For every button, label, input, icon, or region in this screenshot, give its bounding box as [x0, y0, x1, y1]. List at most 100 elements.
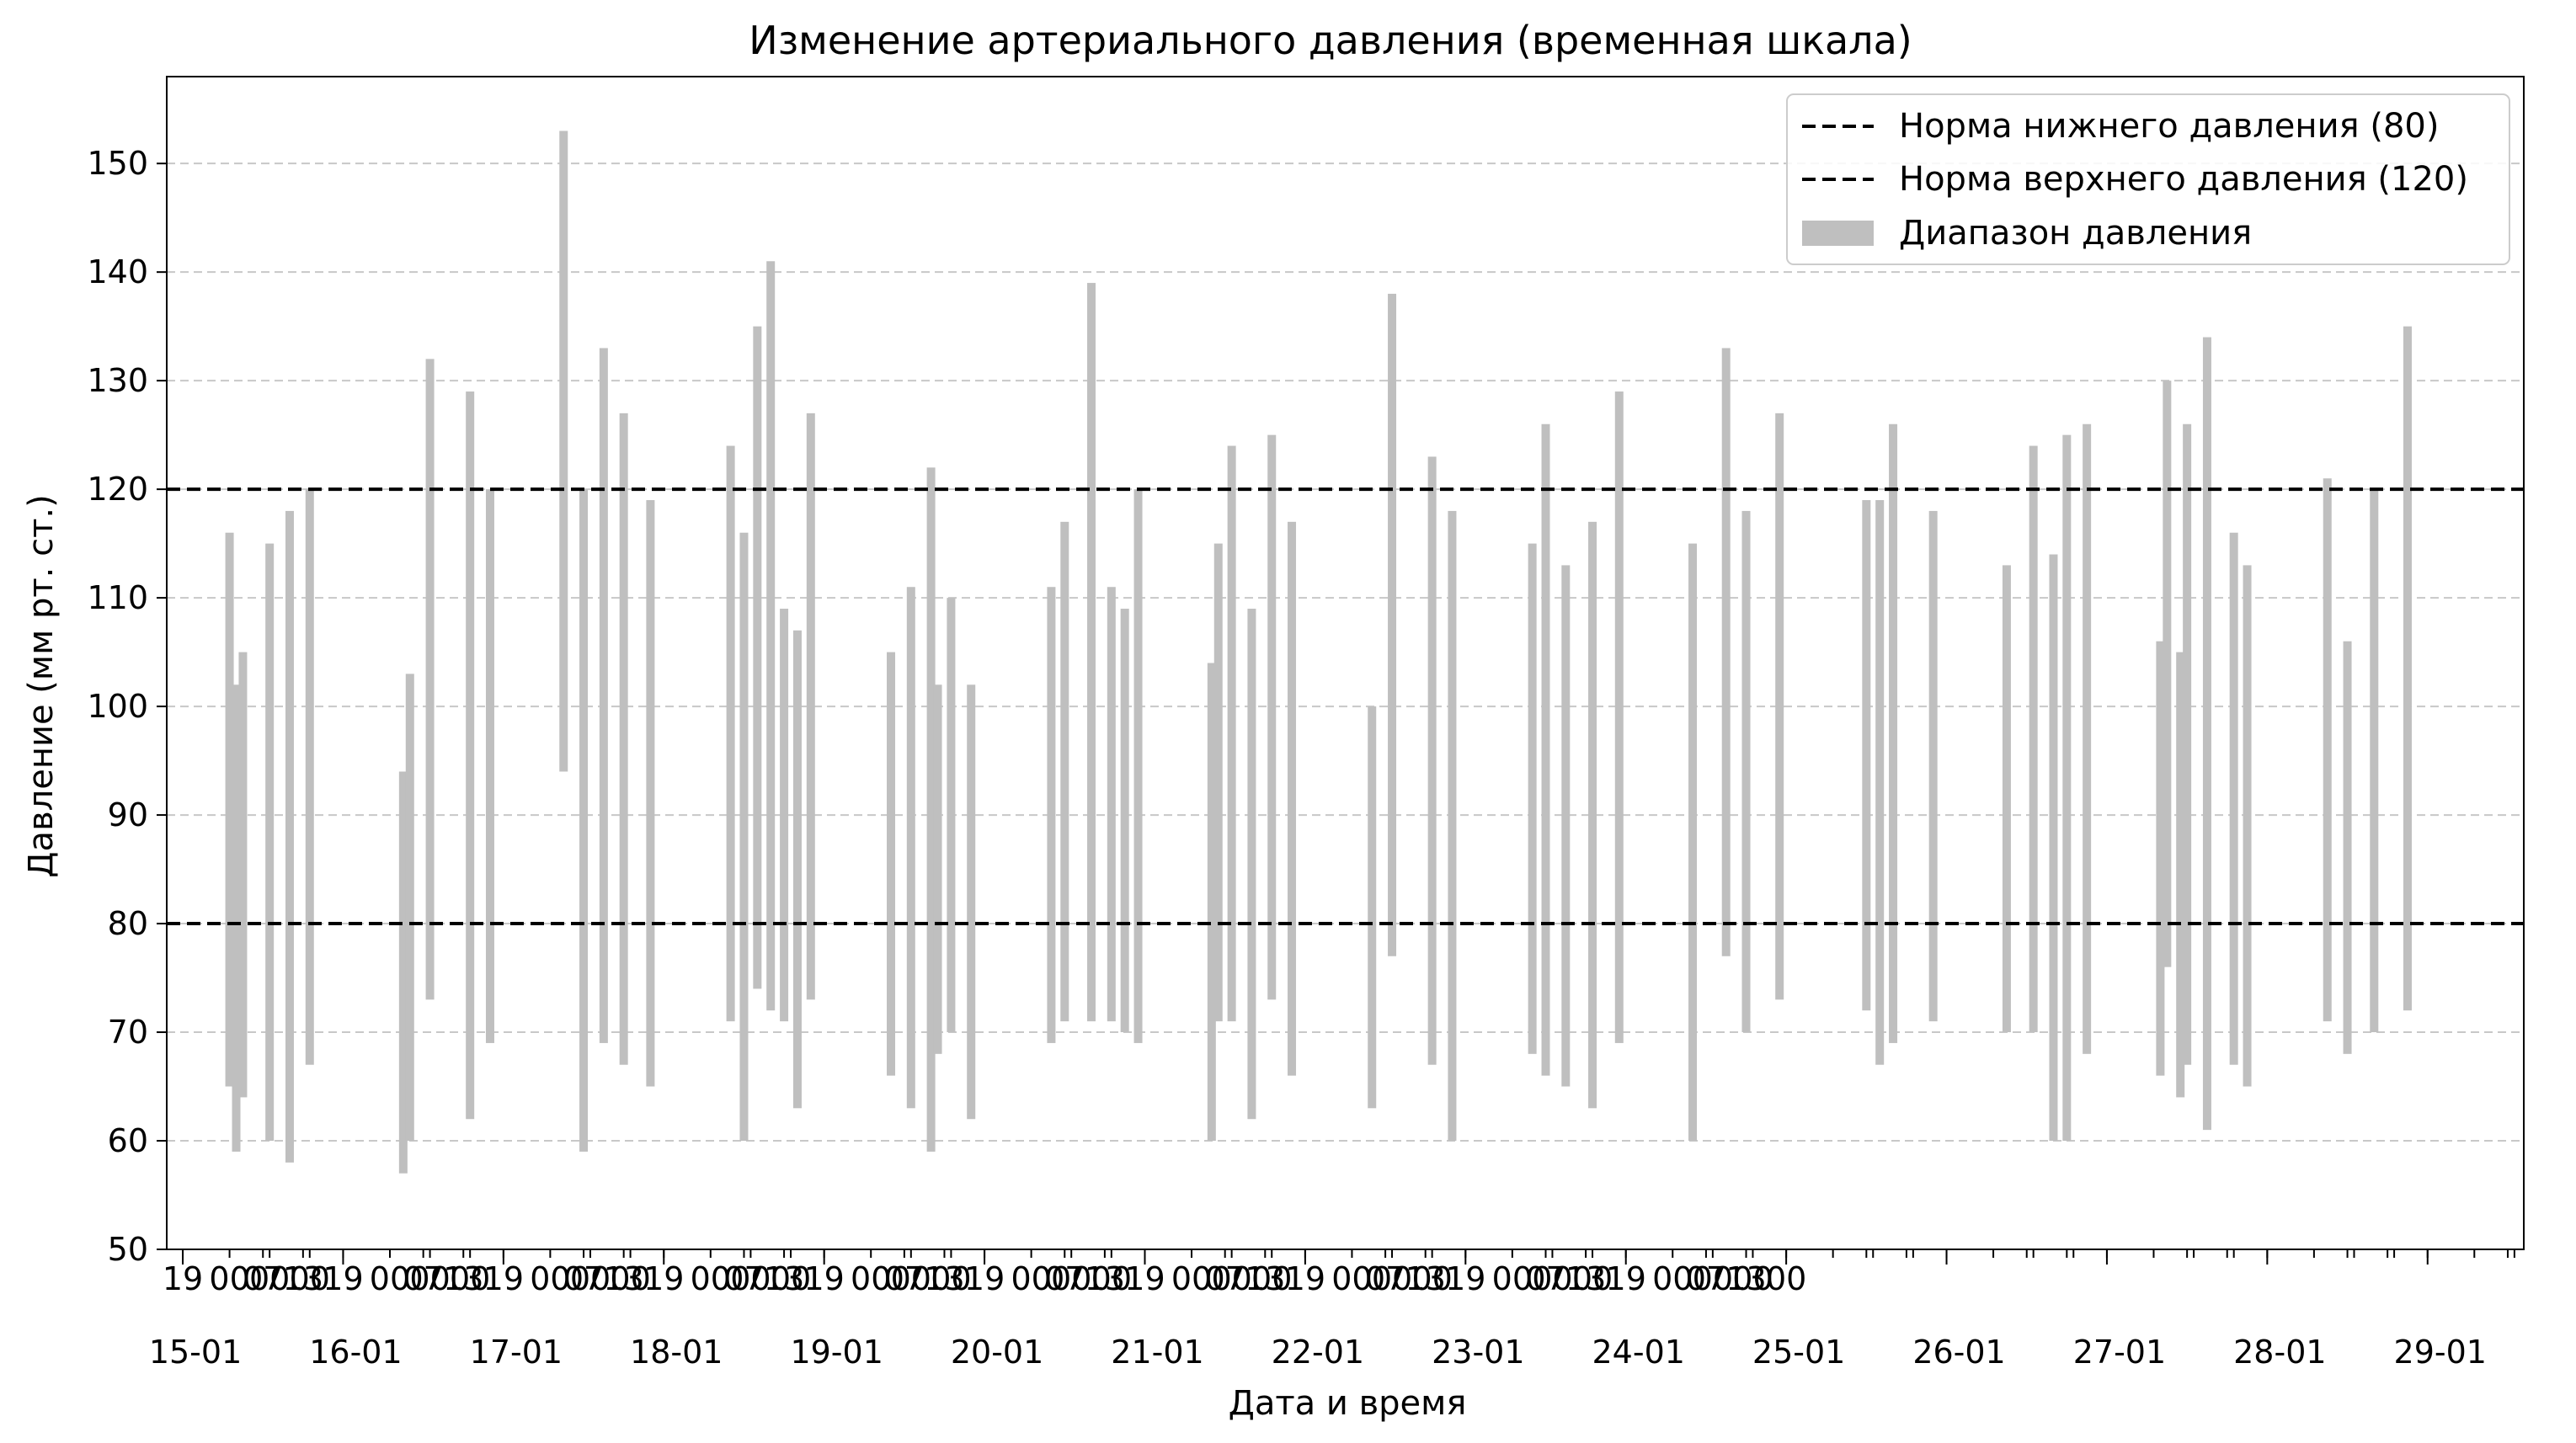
x-hour-label: 00: [1532, 1260, 1572, 1297]
x-day-label: 26-01: [1912, 1334, 2005, 1371]
range-bar: [1448, 510, 1457, 1142]
x-hour-label: 00: [290, 1260, 330, 1297]
x-hour-label: 00: [209, 1260, 249, 1297]
x-hour-label: 19: [1606, 1260, 1646, 1297]
range-bar: [1775, 413, 1784, 1000]
range-bar: [926, 467, 936, 1152]
x-day-label: 17-01: [470, 1334, 563, 1371]
range-bar: [1087, 283, 1096, 1022]
range-bar: [2062, 434, 2072, 1142]
x-axis-title: Дата и время: [1229, 1384, 1467, 1423]
range-bar: [1207, 663, 1216, 1142]
x-hour-label: 13: [764, 1260, 804, 1297]
x-day-label: 29-01: [2394, 1334, 2487, 1371]
x-hour-label: 00: [931, 1260, 971, 1297]
range-bar: [2323, 478, 2332, 1022]
range-bar: [1688, 543, 1698, 1142]
x-day-label: 23-01: [1432, 1334, 1524, 1371]
x-hour-label: 00: [570, 1260, 611, 1297]
x-hour-label: 13: [1725, 1260, 1766, 1297]
range-bar: [2229, 532, 2238, 1065]
x-day-label: 27-01: [2073, 1334, 2166, 1371]
x-hour-label: 07: [884, 1260, 925, 1297]
y-tick-label: 90: [108, 796, 148, 833]
x-hour-label: 00: [1211, 1260, 1251, 1297]
range-bar: [739, 532, 749, 1142]
range-bar: [2176, 652, 2185, 1098]
range-bar: [947, 598, 956, 1033]
x-hour-label: 00: [691, 1260, 731, 1297]
y-tick-label: 50: [108, 1231, 148, 1268]
x-day-label: 22-01: [1272, 1334, 1364, 1371]
plot-frame: [166, 76, 2525, 1250]
x-hour-label: 00: [851, 1260, 891, 1297]
range-bar: [726, 445, 735, 1022]
range-bar: [559, 130, 568, 772]
x-hour-label: 13: [443, 1260, 483, 1297]
range-bar: [887, 652, 896, 1076]
x-day-label: 15-01: [149, 1334, 242, 1371]
range-bar: [1427, 456, 1437, 1065]
range-bar: [1875, 500, 1885, 1065]
range-bar: [1107, 587, 1116, 1022]
range-bar: [806, 413, 815, 1000]
range-bar: [2083, 423, 2092, 1054]
x-day-label: 25-01: [1752, 1334, 1845, 1371]
range-bar: [1213, 543, 1223, 1022]
range-bar: [1741, 510, 1751, 1033]
x-hour-label: 00: [1011, 1260, 1051, 1297]
x-hour-label: 00: [1732, 1260, 1773, 1297]
range-bar: [1614, 391, 1624, 1043]
range-bar: [1368, 706, 1377, 1109]
range-bar: [2343, 641, 2352, 1054]
x-hour-label: 19: [323, 1260, 363, 1297]
x-hour-label: 13: [1085, 1260, 1125, 1297]
x-day-label: 16-01: [309, 1334, 402, 1371]
x-day-label: 19-01: [790, 1334, 883, 1371]
range-bar: [2156, 641, 2165, 1076]
range-bar: [1889, 423, 1898, 1043]
x-hour-label: 00: [771, 1260, 811, 1297]
range-bar: [646, 500, 655, 1087]
range-bar: [1047, 587, 1056, 1043]
range-bar: [1120, 609, 1129, 1033]
range-bar: [1561, 565, 1571, 1087]
x-hour-label: 00: [1766, 1260, 1806, 1297]
x-hour-label: 13: [283, 1260, 323, 1297]
range-bar: [305, 489, 314, 1065]
range-bar: [967, 684, 976, 1120]
range-bar: [398, 771, 408, 1174]
range-bar: [1060, 521, 1069, 1022]
x-hour-label: 00: [610, 1260, 650, 1297]
x-hour-label: 19: [643, 1260, 684, 1297]
x-hour-label: 13: [1565, 1260, 1606, 1297]
x-hour-label: 19: [964, 1260, 1005, 1297]
range-bar: [2163, 381, 2172, 967]
legend-frame: [1786, 93, 2510, 265]
y-tick-label: 110: [87, 579, 148, 616]
x-hour-label: 07: [403, 1260, 443, 1297]
legend-label-high-norm: Норма верхнего давления (120): [1899, 160, 2468, 199]
range-bar: [906, 587, 915, 1109]
range-bar: [1588, 521, 1597, 1109]
x-hour-label: 00: [1411, 1260, 1452, 1297]
x-hour-label: 00: [370, 1260, 410, 1297]
range-bar: [425, 359, 435, 1000]
range-bar: [2243, 565, 2252, 1087]
y-tick-label: 60: [108, 1122, 148, 1159]
range-bar: [1862, 500, 1871, 1011]
x-hour-label: 00: [249, 1260, 290, 1297]
range-bar: [2029, 445, 2038, 1033]
range-bar: [2002, 565, 2011, 1033]
x-hour-label: 00: [891, 1260, 931, 1297]
range-bars: [225, 130, 2412, 1174]
x-hour-label: 00: [1492, 1260, 1533, 1297]
x-hour-label: 07: [1525, 1260, 1565, 1297]
x-day-label: 21-01: [1111, 1334, 1203, 1371]
legend-swatch-range: [1802, 221, 1874, 246]
range-bar: [485, 489, 494, 1043]
legend: Норма нижнего давления (80) Норма верхне…: [1786, 93, 2510, 265]
x-day-label: 28-01: [2233, 1334, 2326, 1371]
